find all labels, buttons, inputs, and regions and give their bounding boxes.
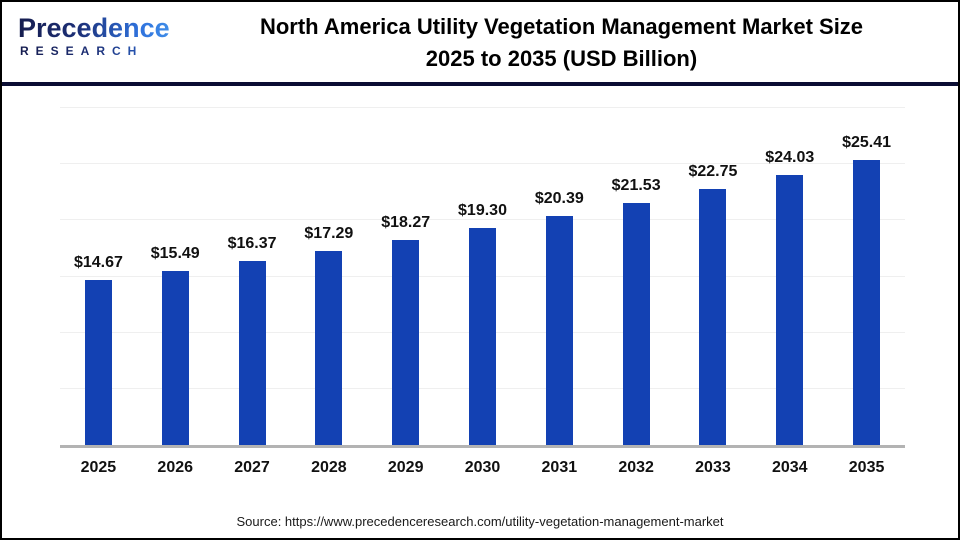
x-tick-label: 2032 xyxy=(618,459,654,476)
chart-title-line1: North America Utility Vegetation Managem… xyxy=(259,14,864,39)
bar-value-label: $22.75 xyxy=(688,163,738,181)
bar xyxy=(622,203,650,445)
gridline xyxy=(60,107,905,108)
x-tick-label: 2035 xyxy=(848,459,885,476)
bar-value-label: $19.30 xyxy=(458,202,507,220)
x-tick-label: 2034 xyxy=(771,459,808,476)
chart-title: North America Utility Vegetation Managem… xyxy=(177,11,946,75)
bar-value-label: $16.37 xyxy=(227,235,277,253)
chart-title-line2: 2025 to 2035 (USD Billion) xyxy=(425,46,698,71)
bar xyxy=(392,239,420,445)
bar xyxy=(853,159,881,445)
x-tick-label: 2025 xyxy=(80,459,117,476)
bar-chart: $14.67 2025 $15.49 2026 $16.37 2027 $17.29 2028… xyxy=(2,86,958,538)
gridline xyxy=(60,219,905,221)
bar xyxy=(699,189,727,445)
bar xyxy=(161,271,189,445)
bar-value-label: $14.67 xyxy=(73,254,123,272)
x-tick-label: 2031 xyxy=(541,459,578,476)
x-tick-label: 2027 xyxy=(234,459,270,476)
x-tick-label: 2030 xyxy=(464,459,501,476)
bar xyxy=(238,261,266,445)
plot-area: $14.67 2025 $15.49 2026 $16.37 2027 $17.29 2028… xyxy=(60,107,905,476)
source-text: Source: https://www.precedenceresearch.c… xyxy=(236,514,724,529)
bar xyxy=(84,280,112,445)
x-tick-label: 2033 xyxy=(695,459,731,476)
gridline xyxy=(60,163,905,165)
header: Precedence RESEARCH North America Utilit… xyxy=(2,2,958,86)
bar-value-label: $15.49 xyxy=(150,245,200,262)
logo-name: Precedence xyxy=(18,13,170,43)
bar xyxy=(776,175,804,445)
bar-value-label: $25.41 xyxy=(842,133,892,151)
bar-value-label: $24.03 xyxy=(765,149,815,167)
x-tick-label: 2026 xyxy=(157,459,194,476)
bar-value-label: $18.27 xyxy=(381,213,431,231)
logo-subtitle: RESEARCH xyxy=(20,45,170,57)
bar xyxy=(469,228,496,445)
bar-value-label: $21.53 xyxy=(611,177,661,195)
bar-value-label: $17.29 xyxy=(304,224,354,242)
bar xyxy=(315,250,343,445)
precedence-research-logo: Precedence RESEARCH xyxy=(18,13,170,58)
x-tick-label: 2028 xyxy=(311,459,347,476)
bar xyxy=(545,215,573,445)
bar-value-label: $20.39 xyxy=(534,189,584,207)
x-tick-label: 2029 xyxy=(387,459,424,476)
